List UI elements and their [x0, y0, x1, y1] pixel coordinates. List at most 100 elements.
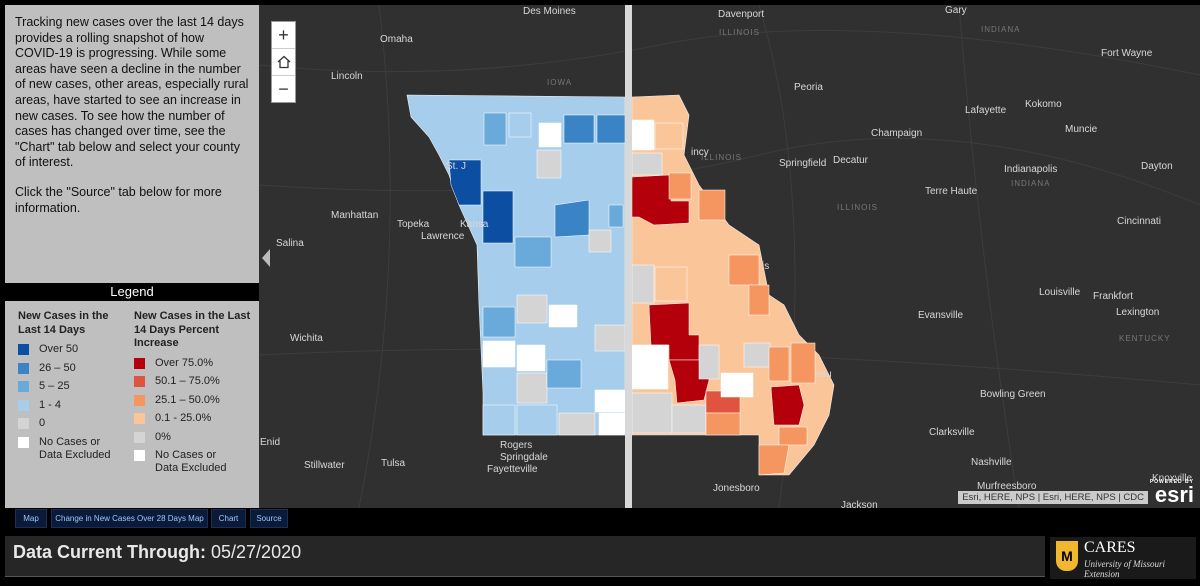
city-label: Fort Wayne [1101, 48, 1153, 59]
county-area[interactable] [728, 254, 760, 286]
county-area[interactable] [514, 236, 552, 268]
city-label: Knoxville [1152, 473, 1192, 484]
tab-source[interactable]: Source [250, 509, 288, 528]
county-area[interactable] [482, 306, 516, 338]
county-area[interactable] [705, 412, 741, 436]
county-area[interactable] [588, 229, 612, 253]
legend-label: No Cases or Data Excluded [155, 449, 227, 474]
zoom-in-button[interactable]: + [272, 22, 295, 49]
county-area[interactable] [482, 340, 516, 368]
cares-subtitle: University of Missouri Extension [1084, 559, 1165, 579]
legend-new-cases-title: New Cases in the Last 14 Days [18, 310, 109, 336]
county-area[interactable] [631, 119, 655, 151]
county-area[interactable] [698, 189, 726, 221]
county-area[interactable] [631, 152, 663, 176]
city-label: Frankfort [1093, 291, 1133, 302]
county-area[interactable] [778, 426, 808, 446]
county-area[interactable] [483, 112, 507, 146]
missouri-percent-increase-layer[interactable] [631, 94, 835, 476]
city-label: Salina [276, 238, 304, 249]
tab-map[interactable]: Map [15, 509, 47, 528]
county-area[interactable] [594, 324, 626, 352]
county-area[interactable] [748, 284, 770, 316]
county-area[interactable] [482, 190, 514, 244]
county-area[interactable] [631, 392, 673, 434]
legend-label: Over 50 [39, 343, 79, 355]
county-area[interactable] [536, 149, 562, 179]
swipe-divider[interactable] [625, 5, 632, 508]
cares-logo[interactable]: M CARES University of Missouri Extension [1050, 537, 1196, 579]
city-label: Topeka [397, 219, 430, 230]
county-area[interactable] [758, 444, 790, 476]
county-area[interactable] [594, 389, 626, 413]
tab-chart[interactable]: Chart [211, 509, 246, 528]
legend-item: 5 – 25 [18, 380, 128, 399]
home-icon [277, 55, 290, 69]
state-label: INDIANA [1011, 179, 1050, 188]
collapse-panel-icon[interactable] [262, 249, 270, 267]
county-area[interactable] [654, 122, 684, 150]
county-area[interactable] [631, 344, 669, 390]
county-area[interactable] [508, 112, 532, 138]
county-area[interactable] [770, 384, 805, 426]
county-area[interactable] [654, 266, 688, 302]
missouri-new-cases-layer[interactable] [406, 94, 626, 436]
county-area[interactable] [516, 294, 548, 324]
city-label: Louisville [1039, 287, 1081, 298]
city-label: Manhattan [331, 210, 378, 221]
county-area[interactable] [720, 372, 754, 398]
legend-item: 1 - 4 [18, 399, 128, 418]
county-area[interactable] [671, 404, 707, 434]
county-area[interactable] [698, 344, 720, 380]
legend-item: 0.1 - 25.0% [134, 412, 254, 431]
city-label: Lexington [1116, 307, 1159, 318]
legend-swatch [134, 357, 145, 369]
city-label: Springdale [500, 452, 548, 463]
legend-label: No Cases or Data Excluded [39, 435, 111, 461]
county-area[interactable] [608, 204, 624, 228]
map-view[interactable]: IOWA ILLINOIS INDIANA ILLINOIS INDIANA I… [259, 5, 1200, 508]
county-area[interactable] [554, 199, 590, 238]
map-attribution: Esri, HERE, NPS | Esri, HERE, NPS | CDC [958, 491, 1148, 504]
county-area[interactable] [516, 344, 546, 372]
county-area[interactable] [563, 114, 595, 144]
county-area[interactable] [448, 159, 482, 206]
city-label: Fayetteville [487, 464, 538, 475]
state-label: IOWA [547, 78, 572, 87]
city-label: Decatur [833, 155, 869, 166]
tab-change-28-days[interactable]: Change in New Cases Over 28 Days Map [51, 509, 208, 528]
county-area[interactable] [790, 342, 816, 384]
county-area[interactable] [596, 114, 626, 144]
city-label: Omaha [380, 34, 413, 45]
county-area[interactable] [743, 342, 771, 368]
home-button[interactable] [272, 49, 295, 76]
tab-bar: Map Change in New Cases Over 28 Days Map… [0, 508, 1200, 534]
city-label: Des Moines [523, 6, 576, 17]
county-area[interactable] [598, 412, 626, 436]
city-label: Champaign [871, 128, 922, 139]
city-label: Enid [260, 437, 280, 448]
county-area[interactable] [482, 404, 516, 436]
county-area[interactable] [668, 172, 692, 200]
zoom-out-button[interactable]: − [278, 78, 289, 99]
city-label: Terre Haute [925, 186, 978, 197]
county-area[interactable] [768, 346, 790, 382]
map-canvas[interactable]: IOWA ILLINOIS INDIANA ILLINOIS INDIANA I… [259, 5, 1200, 508]
county-area[interactable] [631, 264, 655, 304]
county-area[interactable] [516, 404, 558, 436]
data-current-date: 05/27/2020 [211, 542, 302, 562]
county-area[interactable] [546, 359, 582, 389]
footer-bar: Data Current Through: 05/27/2020 [5, 536, 1045, 577]
legend-swatch [134, 376, 145, 387]
city-label: Muncie [1065, 124, 1098, 135]
county-area[interactable] [538, 122, 562, 148]
county-area[interactable] [516, 372, 548, 404]
county-area[interactable] [558, 412, 596, 436]
city-label: Peoria [794, 82, 823, 93]
city-labels: Des Moines Davenport Gary Omaha Fort Way… [260, 5, 1192, 508]
intro-paragraph-2: Click the "Source" tab below for more in… [15, 184, 222, 215]
state-label: ILLINOIS [837, 203, 878, 212]
intro-paragraph-1: Tracking new cases over the last 14 days… [15, 15, 249, 170]
county-area[interactable] [548, 304, 578, 328]
city-label: Indianapolis [1004, 164, 1057, 175]
